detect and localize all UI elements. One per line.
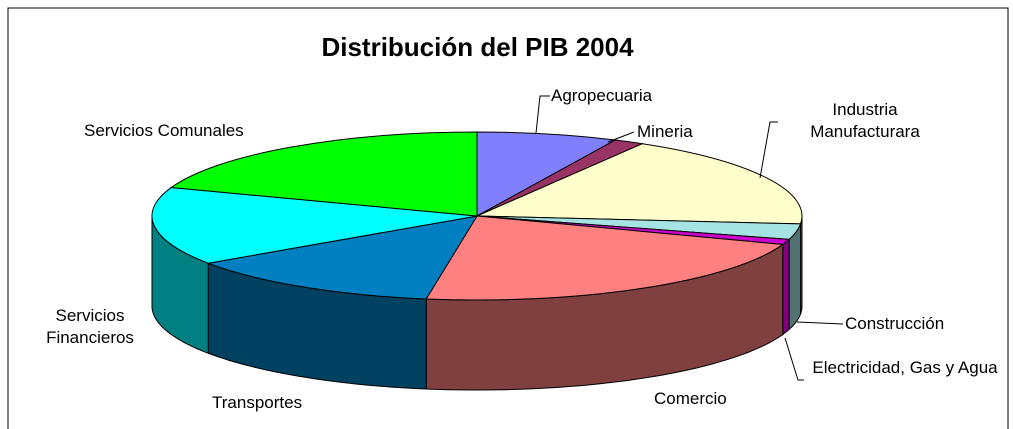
chart-border bbox=[7, 7, 1009, 429]
slice-label: Servicios Comunales bbox=[84, 121, 244, 140]
slice-side bbox=[782, 239, 790, 336]
leader-line bbox=[759, 121, 778, 179]
leader-line bbox=[784, 337, 804, 381]
leader-line bbox=[535, 95, 550, 134]
sides bbox=[151, 216, 803, 391]
slice bbox=[169, 131, 478, 217]
leader-line bbox=[796, 321, 844, 325]
slice-side bbox=[788, 223, 802, 331]
slice bbox=[476, 131, 617, 217]
leader-lines bbox=[535, 95, 844, 381]
slice-label: Mineria bbox=[637, 122, 693, 141]
slice bbox=[151, 187, 478, 264]
slice-label: Comercio bbox=[654, 389, 727, 408]
slice-label: Construcción bbox=[845, 314, 945, 333]
slice bbox=[476, 143, 803, 225]
slice-label: Electricidad, Gas y Agua bbox=[812, 358, 998, 377]
tops bbox=[151, 131, 803, 301]
slice bbox=[425, 215, 785, 301]
chart-title: Distribución del PIB 2004 bbox=[321, 32, 634, 62]
slice-label: Transportes bbox=[212, 393, 303, 412]
slice bbox=[206, 215, 479, 300]
slice-label: Agropecuaria bbox=[551, 86, 653, 105]
slice-label: Servicios Financieros bbox=[46, 306, 134, 347]
leader-line bbox=[607, 131, 635, 143]
slice-label: Industria Manufacturara bbox=[810, 100, 920, 141]
